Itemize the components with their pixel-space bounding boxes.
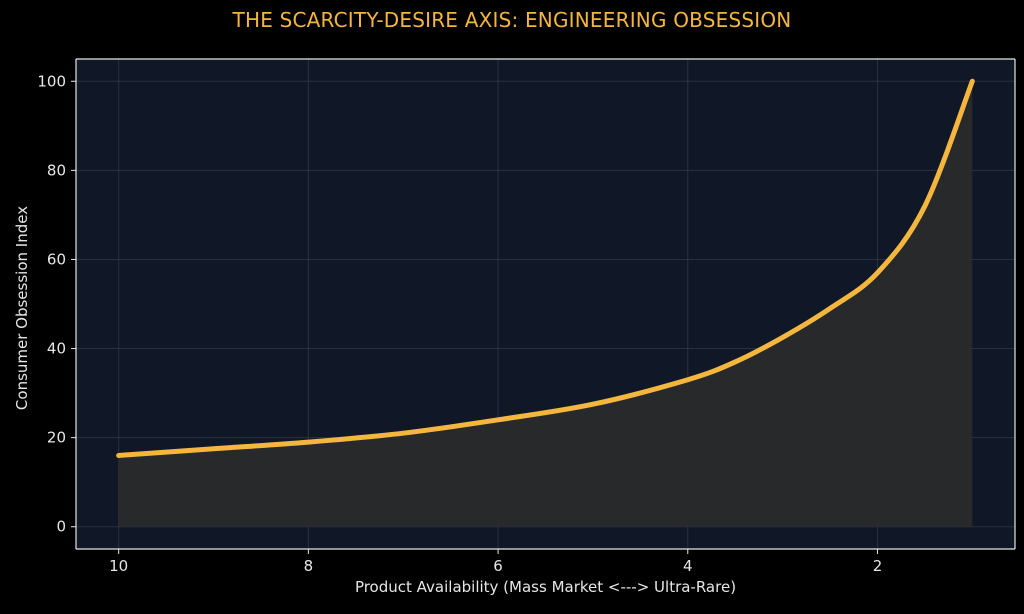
y-tick-label: 40	[47, 340, 66, 358]
y-tick-label: 20	[47, 429, 66, 447]
chart-title: THE SCARCITY-DESIRE AXIS: ENGINEERING OB…	[232, 8, 792, 32]
x-tick-label: 10	[109, 557, 128, 575]
x-tick-label: 8	[304, 557, 314, 575]
y-tick-label: 0	[56, 518, 66, 536]
y-axis-label: Consumer Obsession Index	[13, 205, 31, 411]
x-tick-label: 6	[493, 557, 503, 575]
area-fill	[118, 81, 973, 527]
y-tick-label: 60	[47, 250, 66, 268]
x-tick-label: 2	[873, 557, 883, 575]
series-line	[116, 78, 975, 458]
x-axis-label: Product Availability (Mass Market <---> …	[354, 578, 737, 596]
y-tick-label: 80	[47, 161, 66, 179]
x-tick-label: 4	[683, 557, 693, 575]
y-tick-label: 100	[37, 72, 66, 90]
